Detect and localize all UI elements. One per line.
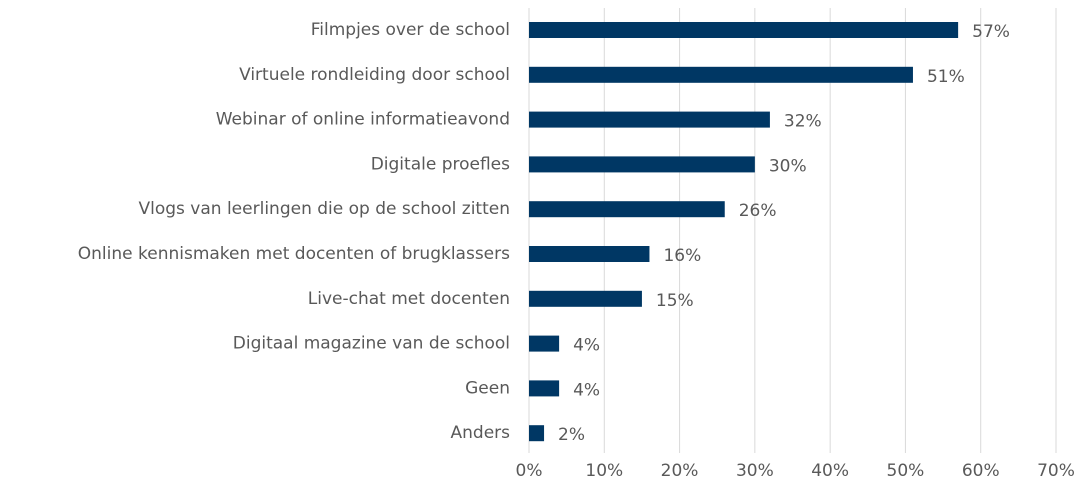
bar xyxy=(529,111,770,128)
x-tick-label: 50% xyxy=(887,461,925,481)
x-tick-label: 40% xyxy=(811,461,849,481)
bar xyxy=(529,380,560,397)
y-tick-label: Digitaal magazine van de school xyxy=(233,334,510,354)
data-label: 26% xyxy=(739,201,777,221)
y-tick-label: Digitale proefles xyxy=(371,154,510,174)
y-tick-label: Vlogs van leerlingen die op de school zi… xyxy=(139,199,511,219)
y-tick-label: Geen xyxy=(465,378,510,398)
bar xyxy=(529,66,913,83)
bar xyxy=(529,425,545,442)
data-label: 2% xyxy=(558,425,585,445)
x-tick-label: 10% xyxy=(585,461,623,481)
y-tick-label: Anders xyxy=(451,423,511,443)
bar xyxy=(529,201,725,218)
data-label: 4% xyxy=(573,380,600,400)
x-tick-label: 70% xyxy=(1037,461,1075,481)
x-tick-label: 20% xyxy=(661,461,699,481)
y-tick-label: Online kennismaken met docenten of brugk… xyxy=(78,244,510,264)
data-label: 32% xyxy=(784,112,822,132)
y-tick-label: Filmpjes over de school xyxy=(311,20,510,40)
x-tick-label: 60% xyxy=(962,461,1000,481)
x-tick-label: 30% xyxy=(736,461,774,481)
data-label: 16% xyxy=(663,246,701,266)
data-label: 57% xyxy=(972,22,1010,42)
data-label: 15% xyxy=(656,291,694,311)
bar xyxy=(529,156,755,173)
bar xyxy=(529,246,650,262)
y-tick-label: Live-chat met docenten xyxy=(308,289,510,309)
data-label: 4% xyxy=(573,336,600,356)
data-label: 51% xyxy=(927,67,965,87)
bar xyxy=(529,290,642,307)
x-tick-label: 0% xyxy=(516,461,543,481)
bar xyxy=(529,335,560,352)
y-tick-label: Webinar of online informatieavond xyxy=(216,110,510,130)
bar xyxy=(529,22,959,38)
y-tick-label: Virtuele rondleiding door school xyxy=(239,65,510,85)
data-label: 30% xyxy=(769,156,807,176)
